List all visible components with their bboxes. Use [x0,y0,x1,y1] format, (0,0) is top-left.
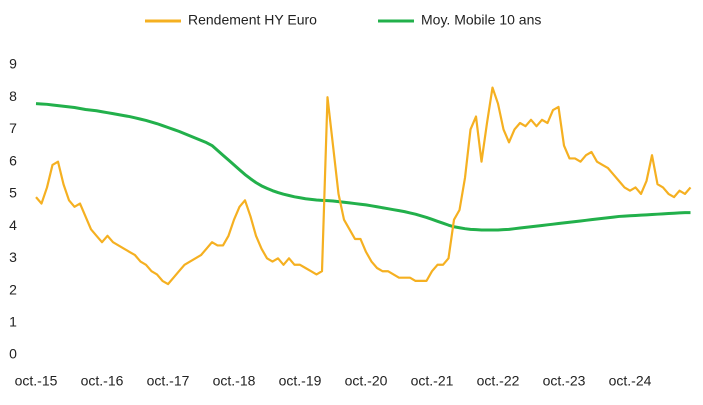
x-tick-label: oct.-21 [411,373,454,389]
x-tick-label: oct.-23 [543,373,586,389]
x-tick-label: oct.-17 [147,373,190,389]
y-tick-label: 1 [9,313,17,329]
y-tick-label: 8 [9,88,17,104]
x-tick-label: oct.-24 [609,373,652,389]
y-tick-label: 6 [9,152,17,168]
x-tick-label: oct.-20 [345,373,388,389]
y-tick-label: 0 [9,346,17,362]
x-tick-label: oct.-19 [279,373,322,389]
y-tick-label: 4 [9,217,17,233]
y-tick-label: 3 [9,249,17,265]
legend-label: Moy. Mobile 10 ans [421,12,541,28]
y-tick-label: 7 [9,120,17,136]
x-tick-label: oct.-18 [213,373,256,389]
x-tick-label: oct.-15 [15,373,58,389]
x-tick-label: oct.-22 [477,373,520,389]
line-series [35,86,692,286]
x-tick-label: oct.-16 [81,373,124,389]
y-tick-label: 5 [9,185,17,201]
legend-label: Rendement HY Euro [188,12,317,28]
line-series [35,102,691,232]
y-tick-label: 9 [9,56,17,72]
y-tick-label: 2 [9,281,17,297]
